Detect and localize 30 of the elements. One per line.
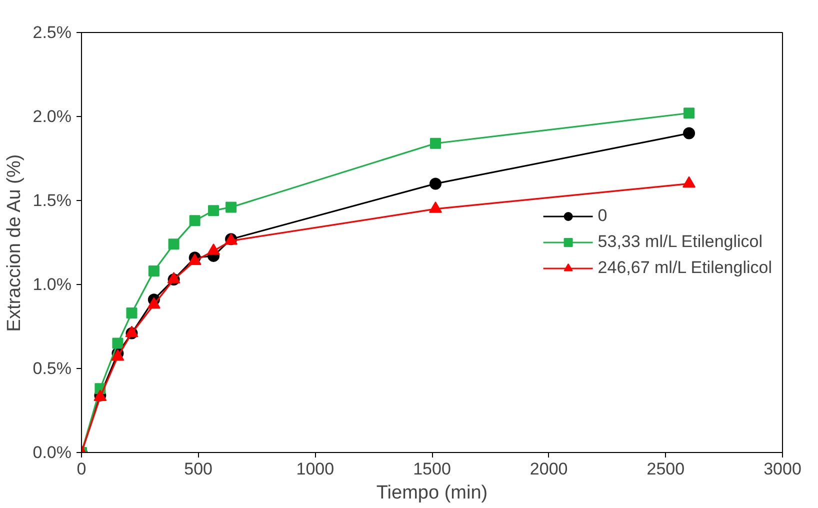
point: [683, 127, 696, 140]
x-tick-label: 0: [76, 460, 86, 478]
y-tick-label: 0.0%: [32, 443, 72, 462]
point: [112, 338, 124, 349]
x-axis-title: Tiempo (min): [376, 482, 488, 504]
legend-label: 246,67 ml/L Etilenglicol: [598, 258, 772, 278]
point: [208, 205, 220, 216]
point: [226, 202, 237, 213]
point: [148, 266, 160, 277]
point: [430, 178, 442, 190]
y-axis-title: Extraccion de Au (%): [4, 154, 25, 332]
x-tick-label: 1500: [413, 460, 451, 478]
point: [430, 138, 442, 149]
point: [126, 308, 138, 319]
x-tick-label: 500: [184, 460, 213, 478]
x-tick-label: 1000: [296, 460, 334, 478]
y-tick-label: 2.0%: [32, 107, 72, 126]
point: [684, 108, 695, 119]
y-tick-label: 1.0%: [32, 275, 72, 294]
legend-label: 53,33 ml/L Etilenglicol: [598, 232, 763, 252]
x-tick-label: 3000: [764, 460, 802, 478]
x-tick-label: 2500: [646, 460, 685, 478]
point: [168, 238, 180, 250]
y-tick-label: 1.5%: [32, 191, 72, 210]
y-tick-label: 0.5%: [32, 359, 72, 378]
x-tick-label: 2000: [530, 460, 568, 478]
point: [189, 215, 200, 226]
y-tick-label: 2.5%: [32, 23, 72, 42]
legend-label: 0: [598, 206, 608, 226]
point: [147, 297, 160, 309]
